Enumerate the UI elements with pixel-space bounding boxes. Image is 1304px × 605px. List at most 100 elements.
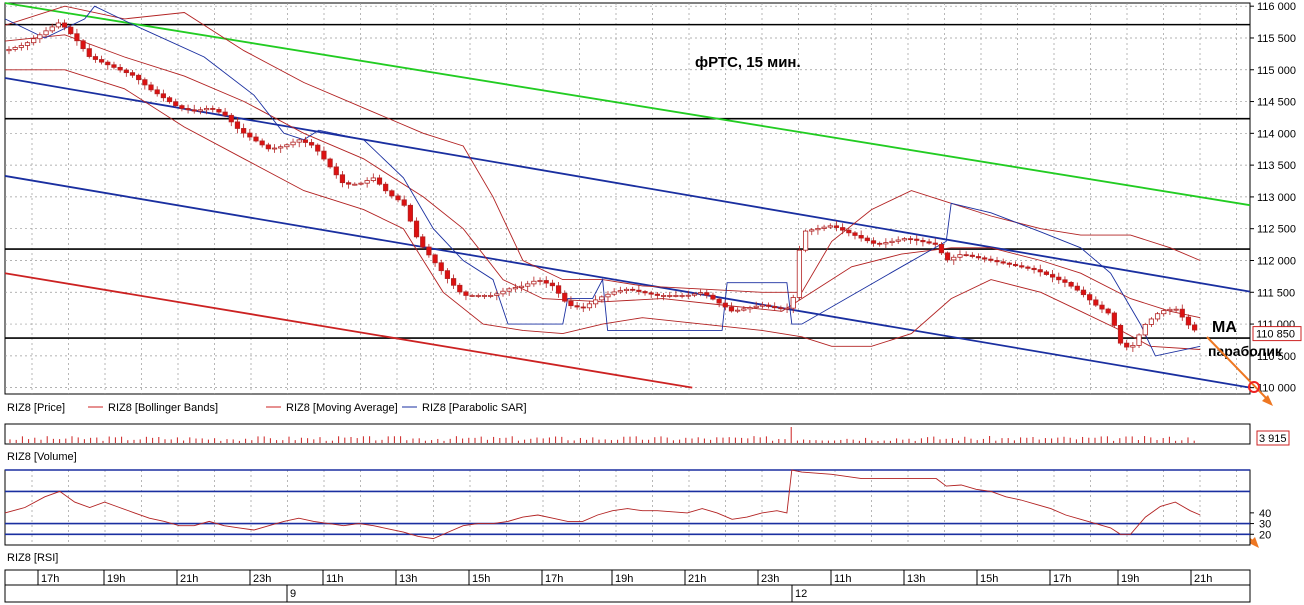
- candle-body-143: [889, 240, 895, 244]
- candle-body-51: [321, 150, 327, 160]
- candle-body-46: [290, 141, 296, 146]
- candle-body-68: [426, 246, 432, 256]
- candle-body-63: [395, 195, 401, 201]
- annotation-parabolic: параболик: [1208, 343, 1283, 359]
- candle-body-76: [475, 295, 481, 297]
- candle-body-136: [846, 229, 852, 234]
- candle-body-61: [383, 183, 389, 192]
- candle-body-163: [1012, 263, 1019, 267]
- candle-body-41: [259, 140, 265, 146]
- candle-body-44: [278, 146, 284, 149]
- candle-body-179: [1111, 312, 1117, 326]
- candle-body-6: [43, 30, 49, 36]
- time-label-14: 17h: [1053, 573, 1071, 585]
- candle-body-25: [160, 93, 166, 99]
- candle-body-168: [1043, 271, 1050, 275]
- candle-body-132: [821, 226, 827, 229]
- price-ytick-label-9: 111 500: [1257, 287, 1295, 299]
- forecast-arrowhead-rsi: [1249, 537, 1259, 548]
- candle-body-123: [765, 304, 772, 307]
- price-ytick-label-5: 113 500: [1257, 160, 1296, 172]
- rsi-ytick-label-2: 20: [1259, 529, 1271, 541]
- candle-body-138: [858, 235, 864, 239]
- candle-body-36: [228, 114, 234, 123]
- candle-body-122: [759, 304, 765, 307]
- candle-body-118: [735, 309, 741, 312]
- price-ytick-label-1: 115 500: [1257, 33, 1296, 45]
- candle-body-56: [352, 183, 358, 186]
- candle-body-49: [308, 142, 315, 146]
- price-grid: [5, 3, 1250, 394]
- price-ytick-label-8: 112 000: [1257, 255, 1296, 267]
- candle-body-162: [1006, 262, 1012, 265]
- candle-body-71: [444, 270, 451, 279]
- candle-body-10: [68, 26, 74, 35]
- candle-body-37: [234, 121, 241, 129]
- candle-body-151: [938, 243, 945, 254]
- candle-body-105: [654, 293, 660, 296]
- rsi-ytick-label-1: 30: [1259, 519, 1271, 531]
- candle-body-31: [197, 109, 204, 112]
- candle-body-54: [339, 174, 346, 184]
- candle-body-98: [611, 291, 617, 295]
- candle-body-131: [815, 228, 821, 231]
- candle-body-171: [1062, 279, 1068, 283]
- candle-body-30: [191, 109, 197, 112]
- candle-body-82: [512, 287, 518, 290]
- candle-body-155: [963, 254, 969, 257]
- candle-body-86: [537, 280, 543, 282]
- candle-body-45: [284, 144, 290, 148]
- candle-body-174: [1080, 289, 1087, 296]
- candle-body-190: [1179, 308, 1185, 318]
- candle-body-69: [432, 254, 438, 264]
- candle-body-166: [1031, 267, 1037, 271]
- candle-body-74: [463, 291, 469, 296]
- legend-label-3: RIZ8 [Parabolic SAR]: [422, 402, 527, 414]
- candle-body-14: [92, 56, 99, 60]
- candle-body-119: [741, 308, 747, 311]
- candle-body-11: [74, 33, 80, 42]
- candle-body-154: [957, 254, 963, 258]
- price-ytick-label-12: 110 000: [1257, 383, 1296, 395]
- candle-body-180: [1117, 325, 1124, 344]
- annotation-ma: MA: [1212, 319, 1237, 336]
- volume-last-box: [1256, 430, 1290, 446]
- candle-body-125: [778, 307, 784, 310]
- candle-body-4: [31, 38, 37, 44]
- candle-body-96: [599, 296, 605, 301]
- bollinger-lower-line: [5, 69, 1201, 350]
- candle-body-99: [617, 290, 623, 293]
- candle-body-170: [1056, 276, 1062, 281]
- price-ytick-label-11: 110 500: [1257, 351, 1296, 363]
- time-label-9: 21h: [688, 573, 706, 585]
- candle-body-145: [901, 238, 907, 241]
- channel-line-3: [4, 272, 693, 389]
- time-label-5: 13h: [399, 573, 417, 585]
- candle-body-87: [543, 280, 549, 284]
- rsi-label: RIZ8 [RSI]: [7, 552, 58, 564]
- candle-body-140: [870, 240, 877, 244]
- time-label-8: 19h: [615, 573, 633, 585]
- candle-body-5: [37, 34, 43, 40]
- candle-body-13: [86, 48, 92, 57]
- rsi-ytick-label-0: 40: [1259, 508, 1271, 520]
- candle-body-35: [222, 111, 228, 116]
- candle-body-16: [105, 61, 111, 66]
- bollinger-upper-line: [4, 5, 1201, 293]
- candles: [6, 19, 1198, 352]
- candle-body-67: [420, 236, 426, 248]
- candle-body-79: [494, 293, 500, 296]
- candle-body-27: [173, 101, 179, 107]
- candle-body-187: [1161, 310, 1167, 315]
- candle-body-28: [179, 105, 185, 109]
- channel-line-2: [4, 175, 1251, 389]
- candle-body-97: [605, 293, 611, 298]
- candle-body-26: [166, 97, 173, 103]
- candle-body-111: [691, 293, 698, 296]
- candle-body-20: [129, 72, 136, 76]
- candle-body-142: [883, 242, 889, 245]
- candle-body-29: [185, 108, 191, 111]
- candle-body-157: [975, 256, 982, 259]
- horizontal-levels: [5, 23, 1250, 339]
